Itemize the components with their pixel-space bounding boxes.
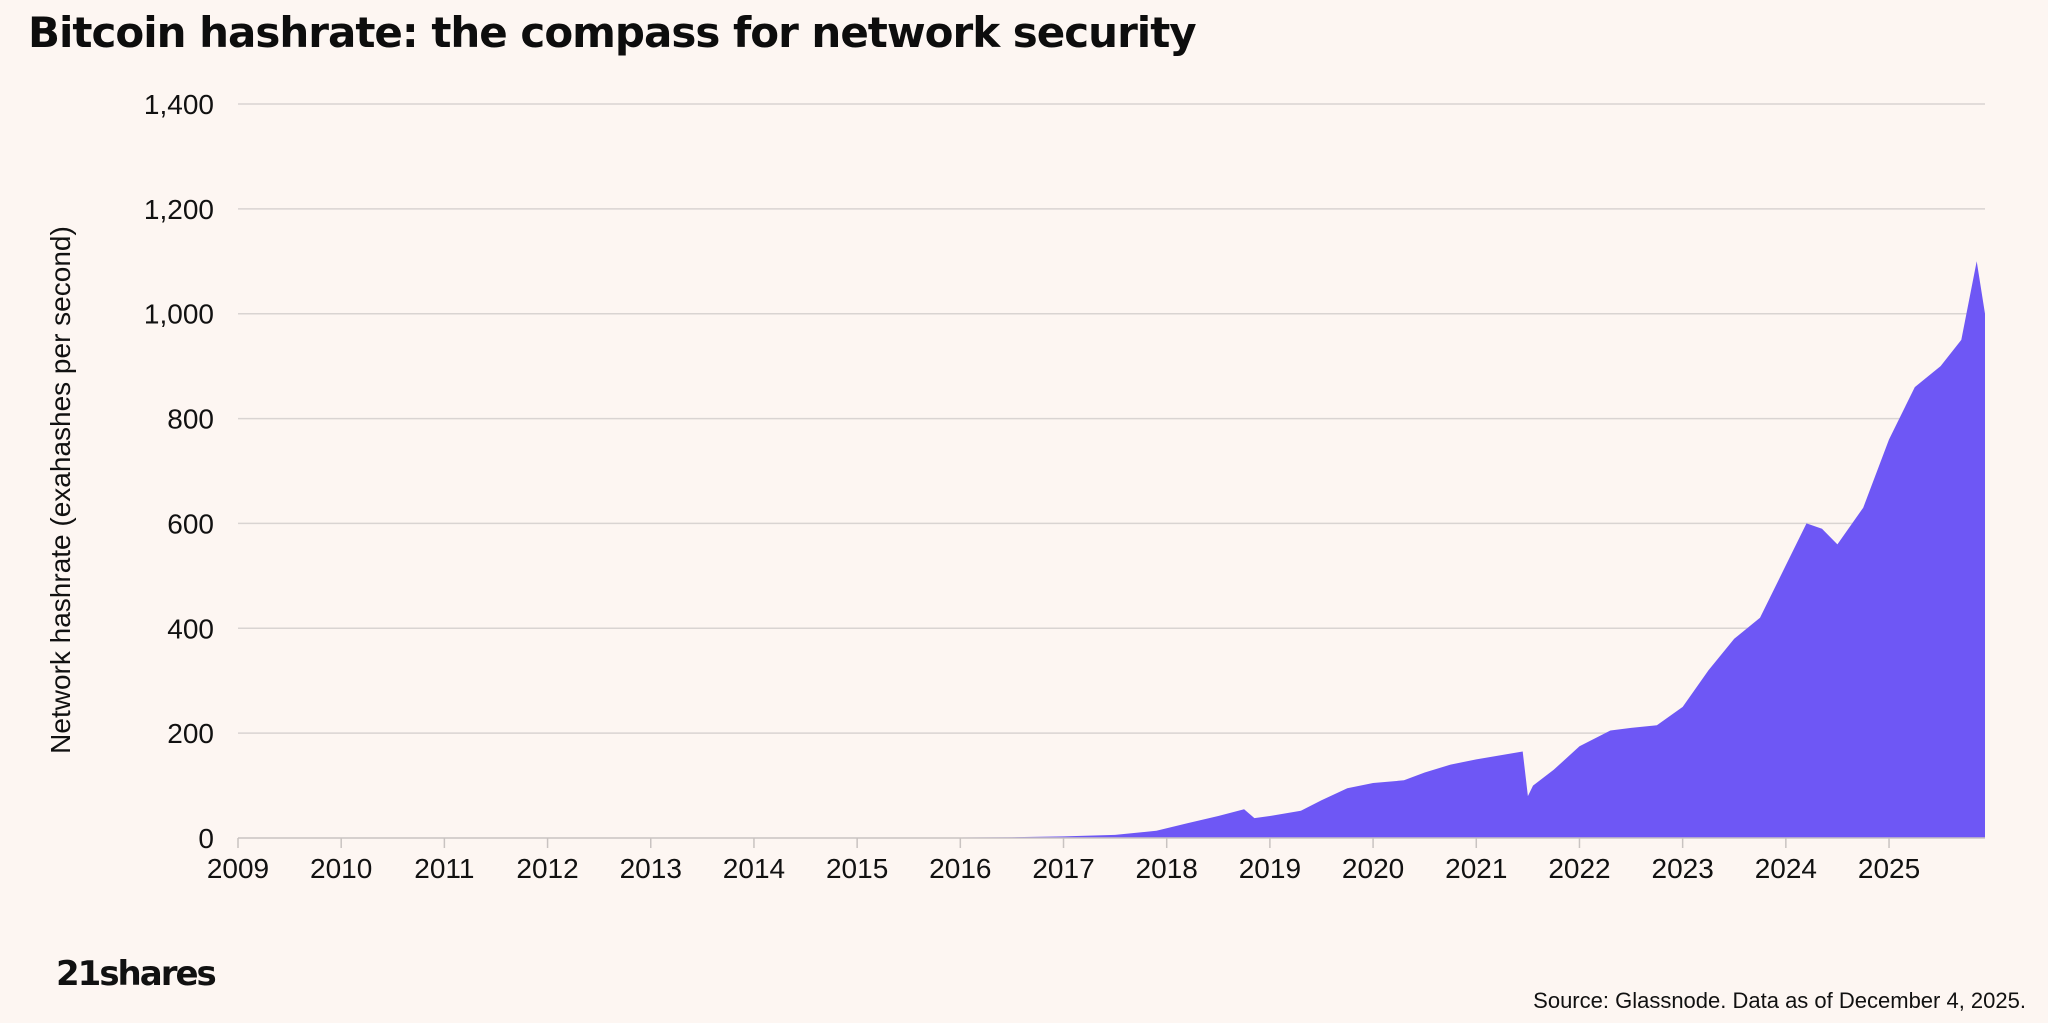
x-tick-label: 2009	[207, 853, 269, 884]
x-tick-label: 2020	[1342, 853, 1404, 884]
x-tick-label: 2025	[1858, 853, 1920, 884]
y-tick-label: 600	[167, 508, 214, 539]
x-tick-label: 2021	[1445, 853, 1507, 884]
y-tick-label: 200	[167, 718, 214, 749]
x-tick-label: 2014	[723, 853, 785, 884]
y-tick-label: 0	[198, 823, 214, 854]
y-tick-label: 1,400	[144, 89, 214, 120]
y-tick-labels: 0 200 400 600 800 1,000 1,200 1,400	[144, 89, 214, 854]
hashrate-area-layer	[238, 261, 1985, 838]
grid-lines	[238, 103, 1985, 734]
x-tick-label: 2018	[1136, 853, 1198, 884]
y-tick-label: 400	[167, 613, 214, 644]
x-tick-label: 2019	[1239, 853, 1301, 884]
x-tick-label: 2015	[826, 853, 888, 884]
hashrate-area	[238, 261, 1985, 838]
x-tick-label: 2024	[1755, 853, 1817, 884]
x-tick-label: 2010	[310, 853, 372, 884]
x-tick-label: 2022	[1548, 853, 1610, 884]
x-tick-labels: 2009 2010 2011 2012 2013 2014 2015 2016 2017 2018…	[207, 853, 1920, 884]
y-axis-label: Network hashrate (exahashes per second)	[45, 226, 76, 754]
x-tick-label: 2012	[516, 853, 578, 884]
x-tick-label: 2016	[929, 853, 991, 884]
x-tick-label: 2011	[414, 853, 474, 884]
y-tick-label: 800	[167, 404, 214, 435]
x-tick-label: 2013	[620, 853, 682, 884]
x-tick-label: 2023	[1652, 853, 1714, 884]
y-tick-label: 1,200	[144, 194, 214, 225]
chart-title: Bitcoin hashrate: the compass for networ…	[28, 8, 1197, 57]
axes	[237, 837, 1985, 848]
source-note: Source: Glassnode. Data as of December 4…	[1533, 988, 2026, 1013]
brand-logo: 21shares	[56, 954, 217, 994]
y-tick-label: 1,000	[144, 299, 214, 330]
x-tick-label: 2017	[1032, 853, 1094, 884]
